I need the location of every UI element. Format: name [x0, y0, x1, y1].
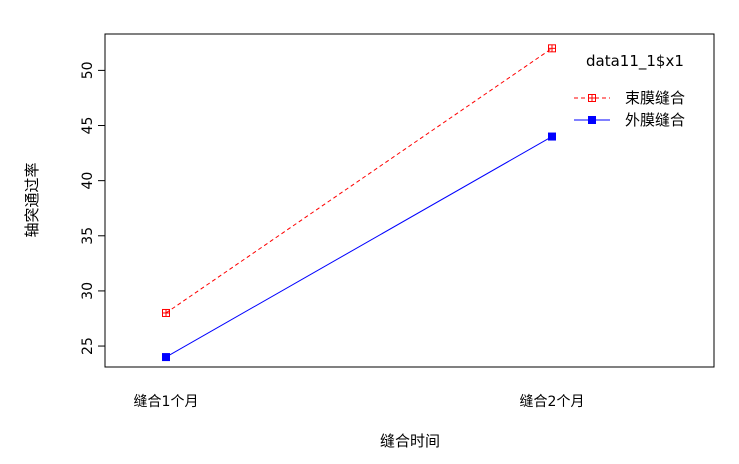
legend-entry: 束膜缝合 — [574, 89, 685, 107]
plot-frame — [104, 33, 715, 368]
legend-label: 束膜缝合 — [625, 89, 685, 107]
y-axis-title: 轴突通过率 — [23, 162, 41, 237]
y-tick-label: 25 — [80, 337, 96, 355]
y-tick-label: 35 — [80, 227, 96, 245]
legend-label: 外膜缝合 — [625, 111, 685, 129]
legend-entry: 外膜缝合 — [574, 111, 685, 129]
y-tick-label: 30 — [80, 282, 96, 300]
y-tick-label: 50 — [80, 61, 96, 79]
x-axis: 缝合1个月 缝合2个月 — [134, 394, 585, 410]
y-tick-label: 40 — [80, 172, 96, 190]
series-layer — [162, 44, 556, 362]
y-tick-label: 45 — [80, 117, 96, 135]
x-tick-label: 缝合1个月 — [134, 394, 199, 410]
x-axis-title: 缝合时间 — [380, 432, 440, 450]
series-line-1 — [165, 136, 553, 358]
legend-title: data11_1$x1 — [586, 52, 684, 71]
data-point — [162, 308, 170, 317]
series-line-0 — [165, 47, 553, 314]
y-axis: 25 30 35 40 45 50 — [80, 61, 106, 355]
data-point — [548, 44, 556, 53]
x-tick-label: 缝合2个月 — [520, 394, 585, 410]
data-point — [162, 353, 170, 362]
data-point — [548, 132, 556, 141]
